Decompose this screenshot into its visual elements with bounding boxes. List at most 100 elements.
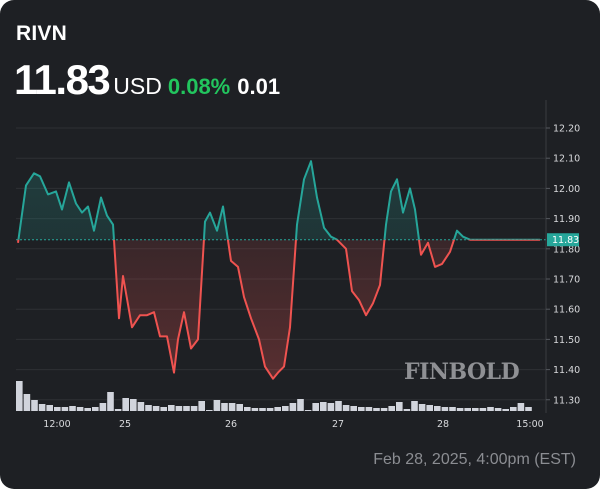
y-tick-label: 12.20 <box>553 124 580 135</box>
volume-bar <box>122 398 129 411</box>
volume-bar <box>456 408 464 411</box>
volume-bar <box>23 394 31 411</box>
price-area-fill <box>18 161 540 379</box>
current-price-badge: 11.83 <box>547 233 579 247</box>
x-tick-label: 27 <box>332 419 344 430</box>
volume-bar <box>472 408 479 411</box>
volume-bar <box>130 399 137 411</box>
volume-bar <box>525 407 532 411</box>
volume-bar <box>107 392 114 411</box>
y-tick-label: 11.50 <box>553 335 580 346</box>
price-row: 11.83 USD 0.08% 0.01 <box>14 56 280 104</box>
volume-bar <box>510 407 517 411</box>
volume-bar <box>388 406 395 411</box>
volume-bar <box>99 403 107 411</box>
volume-bar <box>76 407 84 411</box>
volume-bar <box>168 405 175 411</box>
y-tick-label: 11.70 <box>553 275 580 286</box>
finbold-watermark: FINBOLD <box>404 359 520 385</box>
volume-bar <box>358 407 365 411</box>
x-tick-label: 28 <box>437 419 449 430</box>
volume-bar <box>289 403 297 411</box>
volume-bar <box>335 401 342 411</box>
volume-bar <box>517 403 525 411</box>
volume-bar <box>487 407 494 411</box>
volume-bar <box>411 401 418 411</box>
y-tick-label: 11.90 <box>553 214 580 225</box>
volume-bar <box>342 405 350 411</box>
x-tick-label: 15:00 <box>516 419 543 430</box>
volume-bar <box>145 405 152 411</box>
y-tick-label: 12.00 <box>553 184 580 195</box>
y-tick-label: 11.40 <box>553 365 580 376</box>
volume-bar <box>449 407 456 411</box>
volume-bar <box>183 406 190 411</box>
volume-bar <box>297 399 304 411</box>
price-line <box>17 160 540 380</box>
current-price: 11.83 <box>14 56 111 103</box>
volume-bar <box>190 406 198 411</box>
volume-bar <box>175 406 183 411</box>
y-tick-label: 11.30 <box>553 395 580 406</box>
volume-bar <box>502 409 509 411</box>
change-percent: 0.08% <box>167 74 231 99</box>
volume-bar <box>373 408 380 411</box>
y-tick-label: 11.60 <box>553 305 580 316</box>
x-tick-label: 26 <box>225 419 237 430</box>
volume-bar <box>16 381 23 411</box>
volume-bar <box>350 406 357 411</box>
volume-bar <box>494 408 502 411</box>
volume-bar <box>46 405 53 411</box>
x-tick-label: 12:00 <box>43 419 70 430</box>
y-axis: 12.20 12.10 12.00 11.90 11.80 11.70 11.60 11.50… <box>546 124 580 406</box>
volume-bar <box>137 402 145 411</box>
svg-text:11.83: 11.83 <box>552 235 579 246</box>
volume-bar <box>206 410 213 411</box>
volume-bar <box>31 400 38 411</box>
volume-bar <box>380 408 388 411</box>
volume-bar <box>479 408 487 411</box>
volume-bar <box>327 403 335 411</box>
volume-bar <box>312 403 319 411</box>
volume-bars <box>16 381 532 411</box>
volume-bar <box>213 400 221 411</box>
volume-bar <box>69 406 76 411</box>
volume-bar <box>365 407 373 411</box>
volume-bar <box>38 404 46 411</box>
volume-bar <box>403 409 411 411</box>
volume-bar <box>152 406 160 411</box>
volume-bar <box>274 407 281 411</box>
volume-bar <box>418 404 426 411</box>
volume-bar <box>221 403 228 411</box>
x-axis: 12:00 25 26 27 28 15:00 <box>43 419 543 430</box>
volume-bar <box>228 403 236 411</box>
ticker-symbol: RIVN <box>16 22 67 45</box>
volume-bar <box>54 407 61 411</box>
volume-bar <box>434 406 441 411</box>
volume-bar <box>236 404 243 411</box>
volume-bar <box>160 407 167 411</box>
y-tick-label: 11.80 <box>553 244 580 255</box>
volume-bar <box>198 401 205 411</box>
change-absolute: 0.01 <box>237 74 281 99</box>
volume-bar <box>84 408 91 411</box>
x-tick-label: 25 <box>119 419 131 430</box>
volume-bar <box>251 408 259 411</box>
currency-label: USD <box>113 73 162 99</box>
volume-bar <box>426 405 433 411</box>
timestamp: Feb 28, 2025, 4:00pm (EST) <box>373 451 576 468</box>
volume-bar <box>114 409 122 411</box>
volume-bar <box>244 407 251 411</box>
y-tick-label: 12.10 <box>553 154 580 165</box>
volume-bar <box>320 402 327 411</box>
volume-bar <box>92 407 99 411</box>
volume-bar <box>282 406 289 411</box>
volume-bar <box>464 408 471 411</box>
volume-bar <box>61 407 69 411</box>
volume-bar <box>259 408 266 411</box>
volume-bar <box>441 407 449 411</box>
volume-bar <box>396 402 403 411</box>
volume-bar <box>304 410 312 411</box>
